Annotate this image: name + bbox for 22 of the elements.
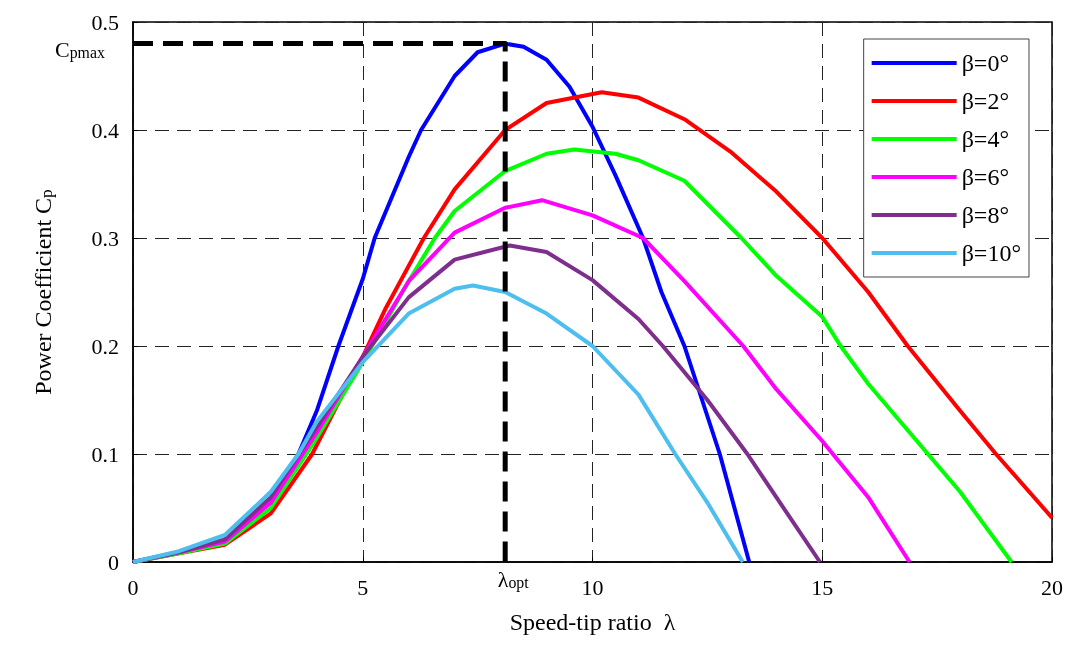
y-tick-label: 0.4 (91, 117, 119, 143)
legend-label: β=2° (961, 88, 1009, 114)
y-tick-label: 0 (108, 549, 119, 575)
y-axis-title: Power Coefficient Cp (30, 189, 56, 395)
x-tick-label: 5 (357, 574, 369, 600)
y-tick-label: 0.1 (91, 441, 119, 467)
y-tick-label: 0.2 (91, 333, 119, 359)
annotation: λopt (497, 566, 530, 592)
y-tick-label: 0.3 (91, 225, 119, 251)
legend-label: β=8° (961, 202, 1009, 228)
annotation: Cpmax (55, 37, 105, 63)
x-axis-title: Speed-tip ratio λ (509, 609, 676, 635)
legend-label: β=6° (961, 164, 1009, 190)
x-tick-label: 15 (811, 574, 834, 600)
y-tick-label: 0.5 (91, 9, 119, 35)
legend-label: β=10° (961, 240, 1021, 266)
x-tick-label: 10 (581, 574, 604, 600)
x-tick-label: 0 (127, 574, 139, 600)
legend-label: β=4° (961, 126, 1009, 152)
x-tick-label: 20 (1041, 574, 1063, 600)
line-series (131, 283, 745, 564)
legend-label: β=0° (961, 50, 1009, 76)
